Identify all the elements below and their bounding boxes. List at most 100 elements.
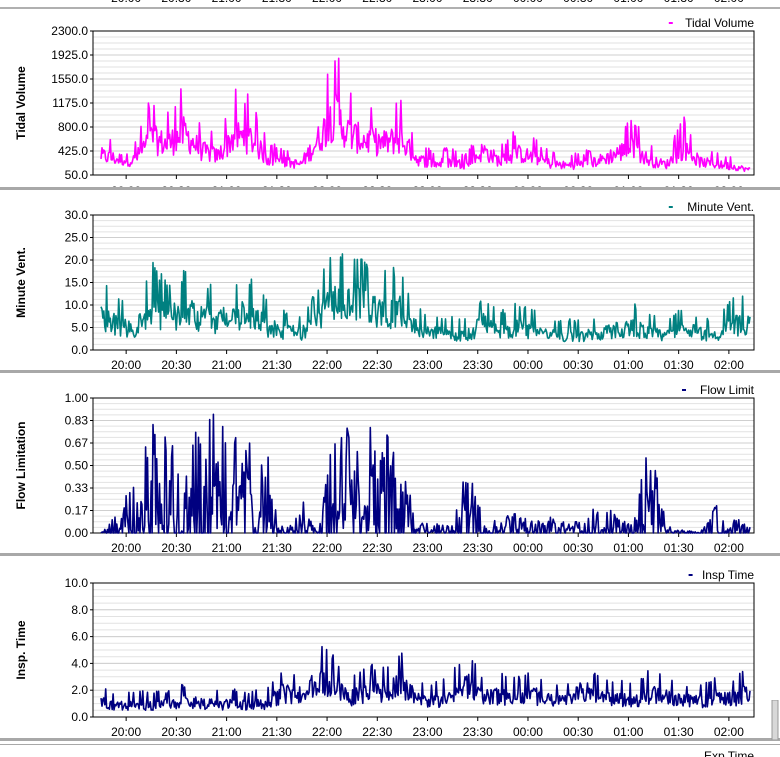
panel-separator <box>0 370 780 373</box>
x-tick-label: 20:00 <box>111 358 141 372</box>
x-tick-label: 21:30 <box>262 358 292 372</box>
panel-tidal-volume: 2300.01925.01550.01175.0800.0425.050.020… <box>0 16 780 190</box>
y-tick-label: 50.0 <box>65 168 89 182</box>
x-tick-label: 23:30 <box>463 358 493 372</box>
series-line <box>100 57 751 173</box>
x-tick-label: 21:00 <box>212 541 242 555</box>
x-tick-label: 23:30 <box>463 541 493 555</box>
x-tick-label: 01:30 <box>664 358 694 372</box>
x-tick-label: 23:30 <box>463 725 493 739</box>
y-tick-label: 10.0 <box>65 298 89 312</box>
y-tick-label: 0.0 <box>71 343 88 357</box>
legend-label: Exp Time <box>704 749 754 757</box>
x-tick-label: 21:30 <box>262 0 292 5</box>
legend-label: Flow Limit <box>700 383 755 397</box>
x-tick-label: 20:30 <box>161 0 191 5</box>
x-tick-label: 22:00 <box>312 541 342 555</box>
legend-swatch <box>668 206 673 208</box>
x-tick-label: 21:00 <box>212 725 242 739</box>
x-tick-label: 20:00 <box>111 725 141 739</box>
x-tick-label: 21:00 <box>212 0 242 5</box>
x-tick-label: 23:00 <box>413 358 443 372</box>
x-tick-label: 23:00 <box>413 541 443 555</box>
legend-swatch <box>688 574 693 576</box>
x-tick-label: 02:00 <box>714 725 744 739</box>
x-tick-label: 23:00 <box>413 0 443 5</box>
x-tick-label: 01:30 <box>664 725 694 739</box>
x-tick-label: 22:30 <box>362 0 392 5</box>
x-tick-label: 00:30 <box>563 541 593 555</box>
y-tick-label: 800.0 <box>58 120 88 134</box>
x-tick-label: 23:30 <box>463 0 493 5</box>
y-tick-label: 1550.0 <box>51 72 88 86</box>
legend-swatch <box>682 389 686 391</box>
panel-separator <box>0 553 780 556</box>
y-tick-label: 2300.0 <box>51 24 88 38</box>
x-tick-label: 22:30 <box>362 358 392 372</box>
x-tick-label: 00:00 <box>513 725 543 739</box>
x-tick-label: 02:00 <box>714 358 744 372</box>
y-tick-label: 5.0 <box>71 321 88 335</box>
x-tick-label: 02:00 <box>714 541 744 555</box>
bottom-peek-strip: Exp Time <box>0 741 780 757</box>
y-tick-label: 1925.0 <box>51 48 88 62</box>
y-tick-label: 8.0 <box>71 603 88 617</box>
scroll-handle[interactable] <box>770 700 780 740</box>
panel-flow-limitation: 1.00 0.83 0.67 0.50 0.33 0.17 0.00 20:00 20:30 21… <box>0 383 780 556</box>
panel-separator <box>0 7 780 9</box>
x-tick-label: 00:00 <box>513 358 543 372</box>
top-peek-strip: 20:00 20:30 21:00 21:30 22:00 22:30 23:00 23:30… <box>0 0 780 9</box>
y-tick-label: 425.0 <box>58 144 88 158</box>
x-tick-label: 00:30 <box>563 358 593 372</box>
x-tick-label: 20:00 <box>111 0 141 5</box>
y-tick-label: 1.00 <box>65 391 89 405</box>
legend-label: Insp Time <box>702 568 754 582</box>
y-tick-label: 0.83 <box>65 414 89 428</box>
x-tick-label: 01:00 <box>613 358 643 372</box>
x-tick-label: 21:30 <box>262 541 292 555</box>
series-line <box>100 253 751 343</box>
y-axis-title: Minute Vent. <box>14 247 28 318</box>
y-tick-label: 1175.0 <box>52 96 88 110</box>
legend-swatch <box>668 22 673 24</box>
y-tick-label: 0.33 <box>65 481 89 495</box>
x-tick-label: 00:00 <box>513 541 543 555</box>
x-tick-label: 00:00 <box>513 0 543 5</box>
y-tick-label: 6.0 <box>71 630 88 644</box>
x-tick-label: 01:30 <box>664 0 694 5</box>
series-line <box>100 413 751 534</box>
y-axis-title: Tidal Volume <box>14 66 28 140</box>
y-tick-label: 2.0 <box>71 683 88 697</box>
y-tick-label: 0.00 <box>65 526 89 540</box>
x-tick-label: 21:30 <box>262 725 292 739</box>
y-tick-label: 0.0 <box>71 710 88 724</box>
x-tick-label: 22:00 <box>312 0 342 5</box>
x-tick-label: 20:30 <box>161 725 191 739</box>
x-tick-label: 22:00 <box>312 725 342 739</box>
x-tick-label: 22:00 <box>312 358 342 372</box>
y-tick-label: 4.0 <box>71 656 88 670</box>
x-tick-label: 22:30 <box>362 725 392 739</box>
x-tick-label: 22:30 <box>362 541 392 555</box>
y-tick-label: 15.0 <box>65 276 89 290</box>
y-tick-label: 0.50 <box>65 459 89 473</box>
x-tick-label: 01:00 <box>613 541 643 555</box>
y-axis-title: Flow Limitation <box>14 422 28 510</box>
x-tick-label: 00:30 <box>563 725 593 739</box>
legend: Flow Limit <box>682 383 755 397</box>
panel-insp-time: 10.0 8.0 6.0 4.0 2.0 0.0 20:00 20:30 21:00 21:30 2… <box>0 568 780 741</box>
x-tick-label: 20:30 <box>161 541 191 555</box>
x-tick-label: 00:30 <box>563 0 593 5</box>
series-line <box>100 645 751 711</box>
legend: Tidal Volume <box>668 16 754 30</box>
y-tick-label: 30.0 <box>65 208 89 222</box>
x-tick-label: 01:00 <box>613 725 643 739</box>
y-axis-title: Insp. Time <box>14 620 28 679</box>
legend-label: Minute Vent. <box>687 200 754 214</box>
y-tick-label: 25.0 <box>65 231 89 245</box>
y-tick-label: 0.67 <box>65 436 89 450</box>
legend: Insp Time <box>688 568 754 582</box>
x-tick-label: 01:30 <box>664 541 694 555</box>
y-tick-label: 0.17 <box>65 504 89 518</box>
